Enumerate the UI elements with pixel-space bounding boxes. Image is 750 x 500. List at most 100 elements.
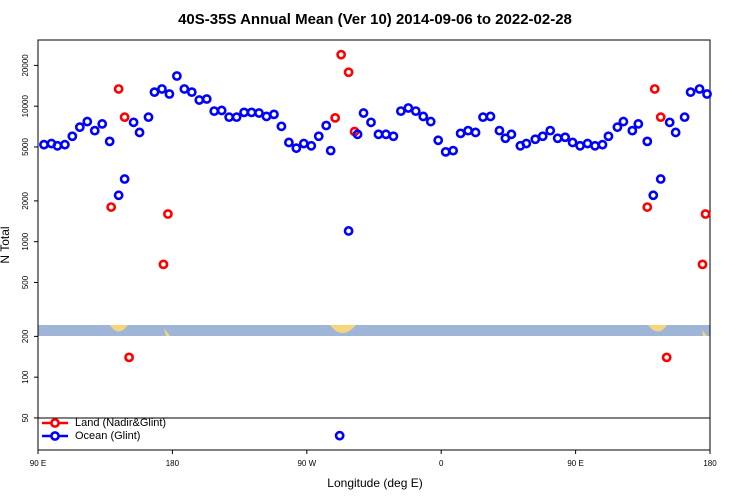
x-tick-label: 90 E: [30, 459, 46, 468]
data-point: [694, 84, 705, 94]
data-point: [149, 87, 160, 98]
data-point: [89, 125, 100, 136]
data-point: [670, 127, 681, 138]
data-point: [224, 112, 235, 123]
data-point: [104, 136, 115, 147]
data-point: [128, 117, 139, 128]
data-point: [425, 116, 436, 127]
data-point: [276, 121, 287, 132]
data-point: [530, 134, 541, 145]
data-point: [494, 125, 505, 136]
data-point: [545, 125, 556, 136]
data-point: [163, 209, 173, 219]
data-point: [590, 140, 600, 151]
y-tick-label: 50: [21, 413, 30, 422]
data-point: [567, 137, 578, 148]
data-point: [67, 131, 78, 142]
data-point: [433, 135, 444, 146]
data-point: [334, 430, 345, 441]
data-point: [231, 112, 242, 123]
data-point: [648, 190, 659, 201]
data-point: [216, 105, 227, 116]
data-point: [700, 209, 711, 219]
data-point: [521, 138, 532, 149]
legend-marker: [50, 431, 60, 441]
data-point: [201, 94, 212, 104]
data-point: [618, 116, 629, 127]
y-tick-label: 2000: [21, 191, 30, 209]
data-point: [313, 131, 324, 142]
data-point: [158, 259, 169, 270]
data-point: [697, 259, 708, 270]
y-tick-label: 1000: [21, 232, 30, 250]
data-point: [358, 108, 369, 118]
plot-frame: [37, 39, 711, 451]
land-strip: [38, 325, 710, 336]
data-point: [52, 140, 63, 151]
data-point: [124, 352, 134, 363]
data-point: [679, 112, 690, 123]
data-point: [366, 117, 376, 128]
data-point: [395, 106, 406, 116]
data-point: [560, 132, 571, 143]
data-point: [655, 112, 666, 123]
data-point: [336, 49, 347, 60]
y-tick-label: 10000: [21, 95, 30, 118]
data-point: [537, 131, 548, 142]
data-point: [649, 84, 660, 94]
data-point: [642, 136, 653, 147]
data-point: [470, 127, 481, 138]
data-point: [661, 352, 672, 363]
chart-title: 40S-35S Annual Mean (Ver 10) 2014-09-06 …: [178, 11, 572, 28]
data-point: [352, 129, 363, 140]
data-point: [330, 112, 341, 123]
data-point: [485, 111, 496, 122]
x-tick-label: 90 E: [567, 459, 583, 468]
data-point: [448, 145, 459, 156]
data-point: [82, 116, 93, 127]
data-point: [343, 226, 354, 236]
data-point: [633, 119, 644, 129]
data-point: [113, 190, 124, 201]
data-point: [298, 138, 309, 149]
data-point: [269, 109, 279, 120]
x-tick-label: 180: [166, 459, 180, 468]
data-point: [685, 87, 696, 98]
data-point: [455, 128, 466, 139]
data-point: [702, 89, 712, 99]
data-point: [440, 146, 451, 157]
data-point: [164, 89, 175, 99]
data-point: [388, 131, 399, 142]
data-point: [664, 117, 675, 128]
data-point: [403, 103, 414, 113]
legend-box: [37, 417, 711, 451]
data-point: [478, 112, 488, 123]
y-axis-label: N Total: [0, 226, 12, 263]
data-point: [97, 119, 108, 129]
data-point: [381, 129, 391, 140]
data-point: [291, 143, 302, 154]
x-tick-label: 90 W: [297, 459, 316, 468]
y-tick-label: 5000: [21, 138, 30, 156]
data-point: [261, 111, 272, 122]
data-point: [179, 84, 190, 94]
x-tick-label: 180: [703, 459, 717, 468]
data-point: [410, 106, 421, 116]
data-point: [343, 67, 354, 78]
data-point: [582, 138, 593, 149]
data-point: [321, 120, 332, 131]
data-point: [642, 202, 653, 212]
data-point: [575, 140, 585, 151]
data-point: [239, 107, 249, 118]
data-point: [254, 108, 264, 118]
y-tick-label: 20000: [21, 54, 30, 77]
data-point: [552, 133, 563, 144]
y-tick-label: 100: [21, 370, 30, 384]
data-point: [506, 129, 517, 140]
data-point: [283, 137, 294, 148]
data-point: [627, 125, 638, 136]
data-point: [119, 174, 130, 184]
x-tick-label: 0: [439, 459, 444, 468]
y-tick-label: 500: [21, 275, 30, 289]
legend-marker: [50, 418, 60, 428]
